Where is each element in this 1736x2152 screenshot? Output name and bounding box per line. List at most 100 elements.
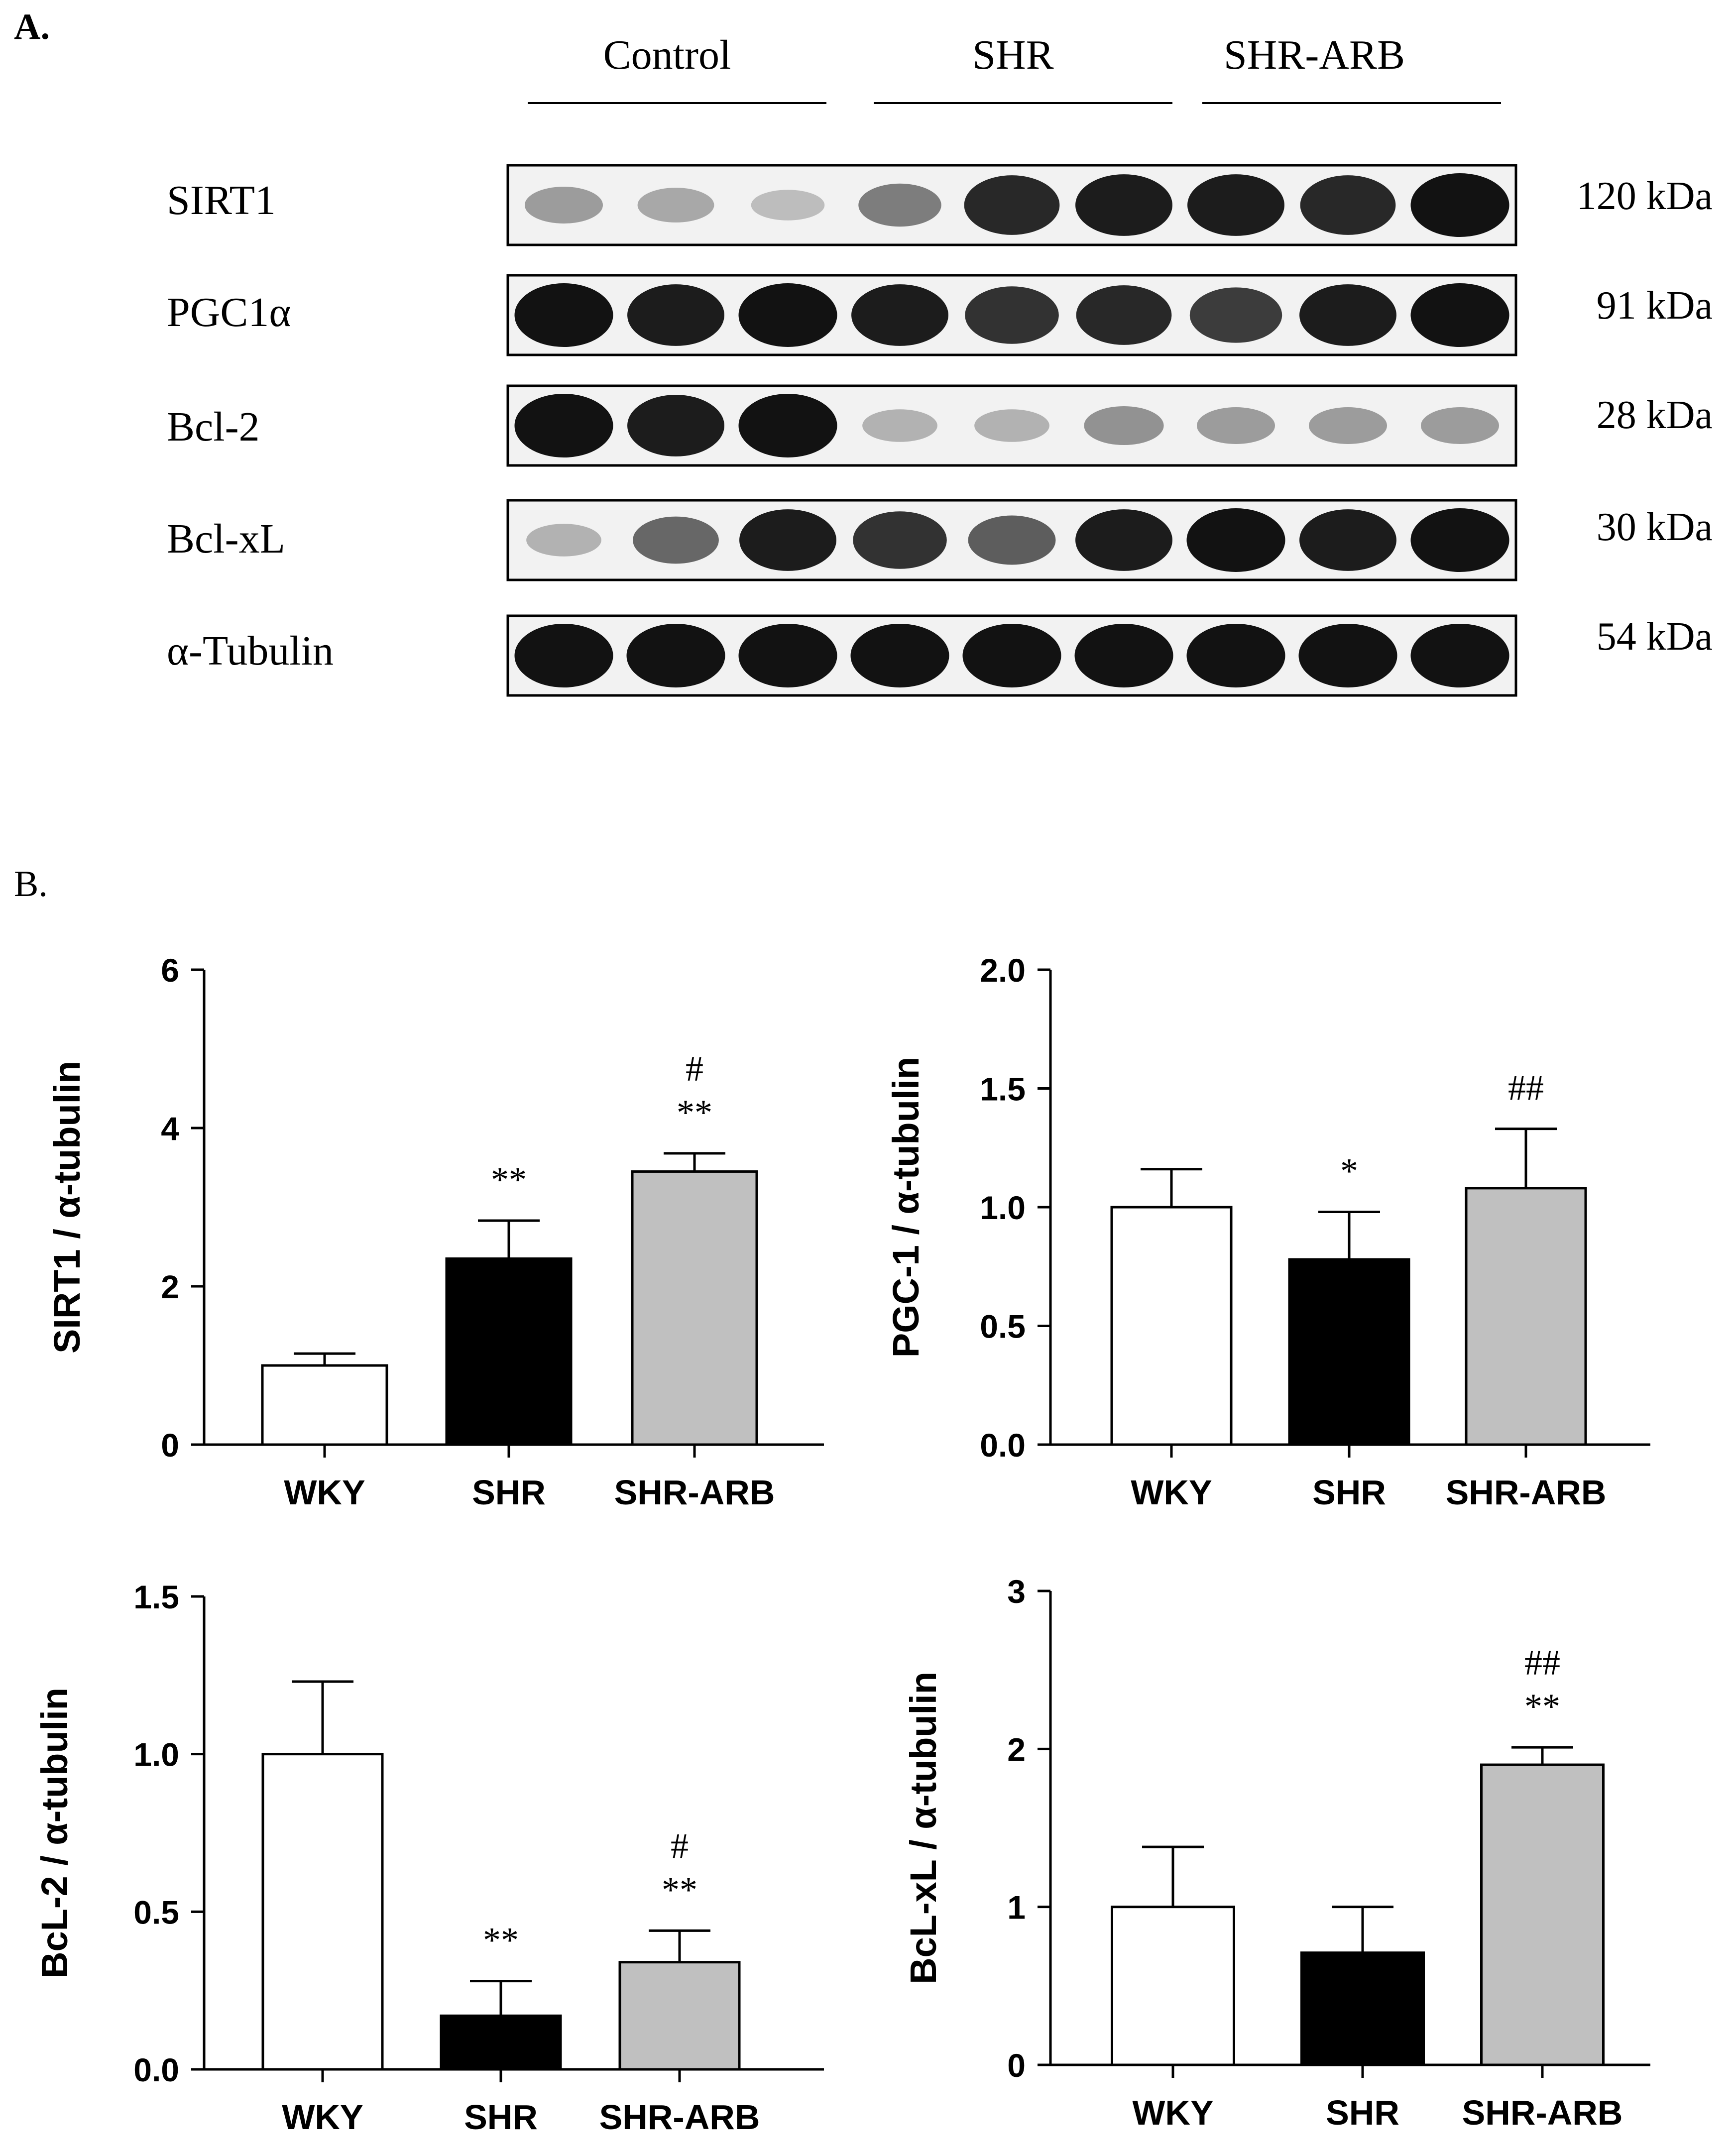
y-tick-label-3-2: 2 xyxy=(1007,1731,1026,1768)
significance-1-2-0: ## xyxy=(1508,1068,1544,1108)
blot-band-1-1 xyxy=(627,284,724,346)
blot-band-1-5 xyxy=(1076,285,1172,345)
protein-label-2: Bcl-2 xyxy=(167,404,260,450)
blot-band-3-2 xyxy=(739,509,836,571)
y-tick-label-2-2: 1.0 xyxy=(133,1736,179,1773)
y-axis-label-2: BcL-2 / α-tubulin xyxy=(34,1688,75,1978)
y-axis-label-1: PGC-1 / α-tubulin xyxy=(885,1057,926,1358)
blot-band-0-0 xyxy=(524,187,603,224)
blot-band-2-1 xyxy=(627,395,724,456)
blot-band-0-6 xyxy=(1187,174,1284,236)
kda-label-4: 54 kDa xyxy=(1597,615,1713,659)
protein-label-1: PGC1α xyxy=(167,289,291,336)
bar-2-0 xyxy=(261,1753,384,2071)
blot-band-0-7 xyxy=(1300,175,1396,235)
significance-1-1-0: * xyxy=(1340,1151,1358,1191)
x-tick-label-2-2: SHR-ARB xyxy=(599,2098,760,2137)
panel-b-label: B. xyxy=(14,864,48,905)
group-label-1: SHR xyxy=(972,32,1053,78)
blot-band-4-3 xyxy=(850,624,949,687)
blot-band-0-2 xyxy=(751,190,825,221)
y-tick-label-2-1: 0.5 xyxy=(133,1894,179,1930)
y-axis-label-0: SIRT1 / α-tubulin xyxy=(46,1061,88,1354)
blot-band-4-0 xyxy=(514,624,613,687)
blot-band-2-5 xyxy=(1084,406,1164,446)
blot-band-1-6 xyxy=(1189,287,1282,343)
x-tick-label-3-0: WKY xyxy=(1132,2093,1213,2132)
protein-label-0: SIRT1 xyxy=(167,177,276,224)
significance-0-2-0: # xyxy=(686,1049,703,1089)
kda-label-1: 91 kDa xyxy=(1597,284,1713,328)
x-tick-label-0-0: WKY xyxy=(284,1473,365,1512)
blot-band-0-3 xyxy=(858,183,941,227)
blot-band-0-5 xyxy=(1075,174,1172,236)
blot-band-2-7 xyxy=(1308,407,1388,444)
blot-band-4-4 xyxy=(962,624,1061,687)
bar-3-0 xyxy=(1111,1906,1235,2066)
blot-band-2-6 xyxy=(1196,407,1275,444)
y-tick-label-3-3: 3 xyxy=(1007,1573,1026,1610)
group-label-0: Control xyxy=(603,32,731,78)
blot-band-2-3 xyxy=(862,409,937,442)
y-tick-label-1-0: 0.0 xyxy=(980,1427,1026,1464)
x-tick-label-1-0: WKY xyxy=(1131,1473,1212,1512)
x-tick-label-3-1: SHR xyxy=(1326,2093,1399,2132)
blot-band-0-4 xyxy=(964,175,1060,235)
kda-label-3: 30 kDa xyxy=(1597,505,1713,549)
x-tick-label-2-1: SHR xyxy=(464,2098,538,2137)
blot-band-0-8 xyxy=(1410,173,1509,237)
kda-label-0: 120 kDa xyxy=(1577,174,1713,218)
blot-band-2-2 xyxy=(738,394,837,457)
bar-3-2 xyxy=(1480,1763,1605,2066)
y-tick-label-1-1: 0.5 xyxy=(980,1308,1026,1345)
blot-band-3-8 xyxy=(1410,508,1509,572)
significance-3-2-1: ** xyxy=(1524,1687,1560,1726)
x-tick-label-0-1: SHR xyxy=(472,1473,546,1512)
y-tick-label-1-3: 1.5 xyxy=(980,1071,1026,1108)
bar-3-1 xyxy=(1300,1951,1425,2066)
blot-band-4-6 xyxy=(1186,624,1285,687)
blot-band-2-4 xyxy=(974,409,1049,442)
significance-0-1-0: ** xyxy=(491,1160,527,1200)
bar-1-2 xyxy=(1465,1187,1587,1446)
x-tick-label-1-2: SHR-ARB xyxy=(1446,1473,1607,1512)
x-tick-label-0-2: SHR-ARB xyxy=(614,1473,775,1512)
blot-band-4-1 xyxy=(626,624,725,687)
bar-1-1 xyxy=(1288,1258,1410,1446)
western-blot-panel: Control SHR SHR-ARB SIRT1 120 kDa PGC1α 91 kDa… xyxy=(167,32,1713,697)
blot-band-3-6 xyxy=(1186,508,1285,572)
y-axis-label-3: BcL-xL / α-tubulin xyxy=(903,1672,944,1984)
y-tick-label-1-2: 1.0 xyxy=(980,1189,1026,1226)
blot-band-3-5 xyxy=(1075,509,1172,571)
x-tick-label-1-1: SHR xyxy=(1312,1473,1386,1512)
blot-band-3-3 xyxy=(853,511,947,569)
y-tick-label-0-1: 2 xyxy=(161,1268,179,1305)
x-tick-label-3-2: SHR-ARB xyxy=(1462,2093,1623,2132)
y-tick-label-0-0: 0 xyxy=(161,1427,179,1464)
blot-band-1-2 xyxy=(738,283,837,347)
blot-band-3-0 xyxy=(526,524,601,557)
significance-0-2-1: ** xyxy=(677,1093,712,1133)
blot-band-1-4 xyxy=(965,286,1059,344)
blot-band-4-2 xyxy=(738,624,837,687)
blot-band-4-8 xyxy=(1410,624,1509,687)
blot-band-3-1 xyxy=(633,516,719,564)
kda-label-2: 28 kDa xyxy=(1597,393,1713,437)
y-tick-label-3-1: 1 xyxy=(1007,1889,1026,1926)
y-tick-label-1-4: 2.0 xyxy=(980,952,1026,989)
group-label-2: SHR-ARB xyxy=(1224,32,1405,78)
blot-band-4-7 xyxy=(1298,624,1397,687)
bar-0-2 xyxy=(631,1170,758,1446)
blot-band-1-7 xyxy=(1299,284,1396,346)
y-tick-label-0-3: 6 xyxy=(161,952,179,989)
bcl2-chart: 0.0 0.5 1.0 1.5 BcL-2 / α-tubulin WKY SHR ** SHR… xyxy=(34,1579,824,2137)
panel-a-label: A. xyxy=(14,6,50,47)
blot-band-3-4 xyxy=(968,515,1056,565)
bar-2-1 xyxy=(440,2014,562,2071)
bar-0-0 xyxy=(261,1364,388,1446)
significance-3-2-0: ## xyxy=(1524,1643,1560,1683)
y-tick-label-2-0: 0.0 xyxy=(133,2051,179,2088)
blot-band-4-5 xyxy=(1074,624,1173,687)
